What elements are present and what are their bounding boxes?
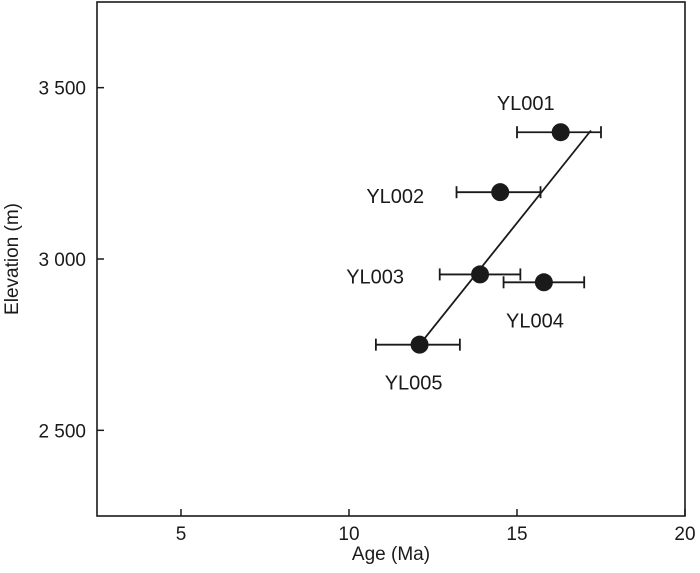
x-tick-label: 15 [506, 524, 527, 545]
x-tick-label: 20 [674, 524, 695, 545]
data-point [551, 123, 570, 142]
y-axis-ticks: 2 500 3 000 3 500 [38, 79, 104, 442]
point-label: YL005 [385, 373, 443, 395]
x-axis-title: Age (Ma) [352, 544, 430, 565]
data-point [471, 265, 490, 284]
x-tick-label: 5 [176, 524, 187, 545]
y-tick-label: 3 500 [38, 79, 86, 100]
trend-line [418, 129, 592, 346]
data-point [534, 273, 553, 292]
point-label: YL004 [506, 310, 564, 332]
trend-line-group [418, 129, 592, 346]
data-point [410, 335, 429, 354]
plot-frame [96, 1, 686, 517]
point-label: YL003 [346, 266, 404, 288]
y-axis-title: Elevation (m) [2, 203, 23, 315]
data-point [491, 183, 510, 202]
point-label: YL002 [366, 186, 424, 208]
x-axis-ticks: 5 10 15 20 [176, 509, 696, 545]
x-tick-label: 10 [338, 524, 359, 545]
data-points: YL001 YL002 YL003 YL004 YL005 [346, 93, 602, 395]
point-label: YL001 [497, 93, 555, 115]
y-tick-label: 2 500 [38, 421, 86, 442]
y-tick-label: 3 000 [38, 250, 86, 271]
